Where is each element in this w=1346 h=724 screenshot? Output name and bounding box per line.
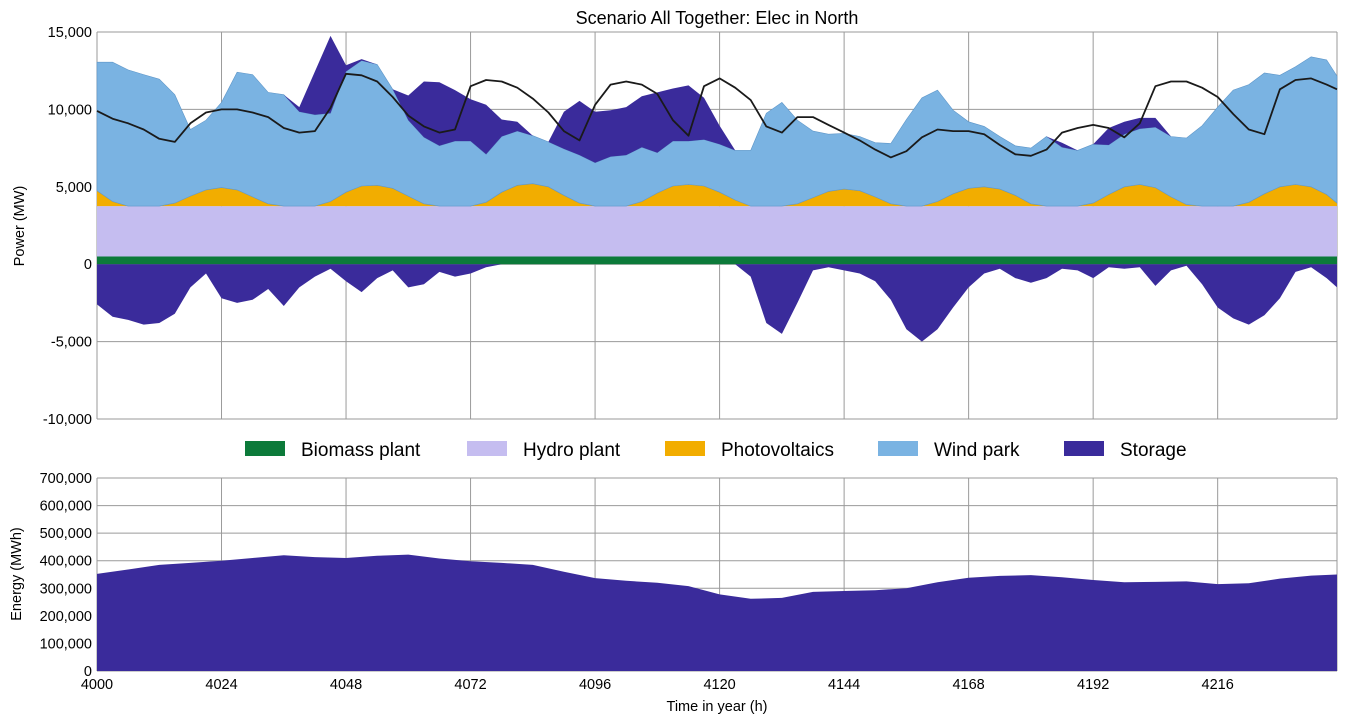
legend-item: Biomass plant bbox=[245, 440, 421, 461]
x-tick-label: 4144 bbox=[828, 677, 860, 693]
energy-y-tick-label: 200,000 bbox=[40, 609, 92, 625]
x-tick-label: 4024 bbox=[205, 677, 237, 693]
legend-swatch bbox=[467, 441, 507, 456]
legend-swatch bbox=[245, 441, 285, 456]
legend-swatch bbox=[1064, 441, 1104, 456]
x-tick-label: 4120 bbox=[703, 677, 735, 693]
power-y-ticks: -10,000 -5,000 0 5,000 10,000 15,000 bbox=[43, 25, 92, 428]
legend-label: Biomass plant bbox=[301, 440, 421, 461]
energy-x-ticks: 4000 4024 4048 4072 4096 4120 4144 4168 4192 4216 bbox=[81, 677, 1234, 693]
legend-item: Photovoltaics bbox=[665, 440, 834, 461]
x-tick-label: 4216 bbox=[1202, 677, 1234, 693]
photovoltaics-area bbox=[97, 183, 1337, 207]
power-areas bbox=[96, 35, 1338, 342]
x-tick-label: 4072 bbox=[454, 677, 486, 693]
x-tick-label: 4192 bbox=[1077, 677, 1109, 693]
x-tick-label: 4096 bbox=[579, 677, 611, 693]
legend: Biomass plant Hydro plant Photovoltaics Win… bbox=[245, 440, 1187, 461]
x-tick-label: 4048 bbox=[330, 677, 362, 693]
legend-item: Storage bbox=[1064, 440, 1187, 461]
power-y-tick-label: 10,000 bbox=[48, 102, 92, 118]
energy-areas bbox=[97, 554, 1337, 671]
energy-y-tick-label: 100,000 bbox=[40, 636, 92, 652]
demand-line bbox=[96, 72, 1338, 159]
energy-y-axis-label: Energy (MWh) bbox=[9, 527, 25, 620]
demand-line-path bbox=[96, 72, 1338, 159]
legend-label: Storage bbox=[1120, 440, 1187, 461]
power-y-tick-label: 5,000 bbox=[56, 180, 92, 196]
legend-item: Wind park bbox=[878, 440, 1020, 461]
x-tick-label: 4168 bbox=[952, 677, 984, 693]
energy-y-tick-label: 500,000 bbox=[40, 526, 92, 542]
energy-y-tick-label: 300,000 bbox=[40, 581, 92, 597]
legend-label: Wind park bbox=[934, 440, 1020, 461]
legend-swatch bbox=[665, 441, 705, 456]
biomass-plant-area bbox=[97, 256, 1337, 265]
power-y-axis-label: Power (MW) bbox=[12, 186, 28, 267]
storage-charge-area bbox=[97, 264, 1337, 342]
energy-chart-panel: 0 100,000 200,000 300,000 400,000 500,000 600,… bbox=[9, 471, 1338, 715]
power-y-tick-label: 15,000 bbox=[48, 25, 92, 41]
hydro-plant-area bbox=[97, 206, 1337, 257]
x-axis-label: Time in year (h) bbox=[667, 699, 768, 715]
storage-discharge-area bbox=[97, 35, 1337, 163]
legend-label: Hydro plant bbox=[523, 440, 621, 461]
energy-y-ticks: 0 100,000 200,000 300,000 400,000 500,000 600,… bbox=[40, 471, 92, 680]
x-tick-label: 4000 bbox=[81, 677, 113, 693]
legend-swatch bbox=[878, 441, 918, 456]
power-chart-panel: Scenario All Together: Elec in North -10… bbox=[12, 8, 1338, 428]
power-y-tick-label: -5,000 bbox=[51, 335, 92, 351]
storage-energy-area bbox=[97, 554, 1337, 671]
legend-item: Hydro plant bbox=[467, 440, 621, 461]
chart-title: Scenario All Together: Elec in North bbox=[576, 8, 859, 28]
legend-label: Photovoltaics bbox=[721, 440, 834, 461]
energy-y-tick-label: 600,000 bbox=[40, 499, 92, 515]
energy-y-tick-label: 400,000 bbox=[40, 554, 92, 570]
power-y-tick-label: 0 bbox=[84, 257, 92, 273]
energy-y-tick-label: 0 bbox=[84, 664, 92, 680]
power-y-tick-label: -10,000 bbox=[43, 412, 92, 428]
energy-y-tick-label: 700,000 bbox=[40, 471, 92, 487]
